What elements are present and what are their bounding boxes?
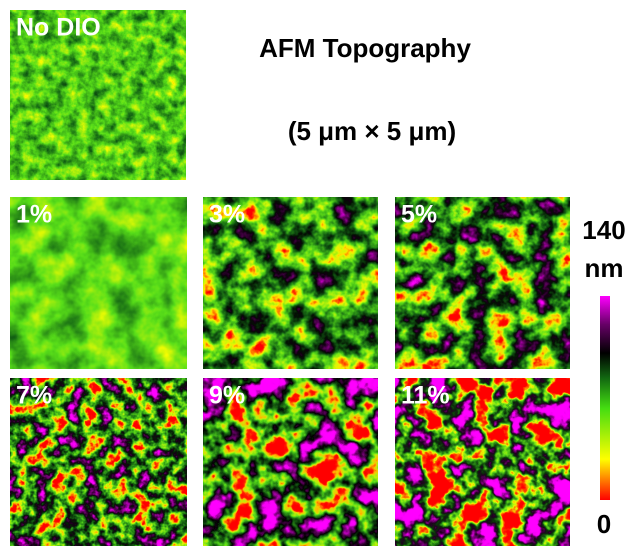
panel-label: 11% bbox=[401, 382, 450, 410]
panel-label: No DIO bbox=[16, 14, 101, 42]
panel-label: 7% bbox=[16, 382, 52, 410]
colorbar-min: 0 bbox=[597, 509, 611, 539]
colorbar bbox=[600, 296, 610, 500]
subtitle: (5 μm × 5 μm) bbox=[288, 116, 456, 146]
colorbar-max: 140 bbox=[582, 215, 625, 245]
figure: AFM Topography (5 μm × 5 μm) 140 nm 0 No… bbox=[0, 0, 633, 546]
panel-label: 5% bbox=[401, 201, 437, 229]
panel-label: 3% bbox=[209, 201, 245, 229]
title: AFM Topography bbox=[259, 33, 471, 63]
colorbar-unit: nm bbox=[585, 253, 624, 283]
panel-label: 9% bbox=[209, 382, 245, 410]
panel-label: 1% bbox=[16, 201, 52, 229]
